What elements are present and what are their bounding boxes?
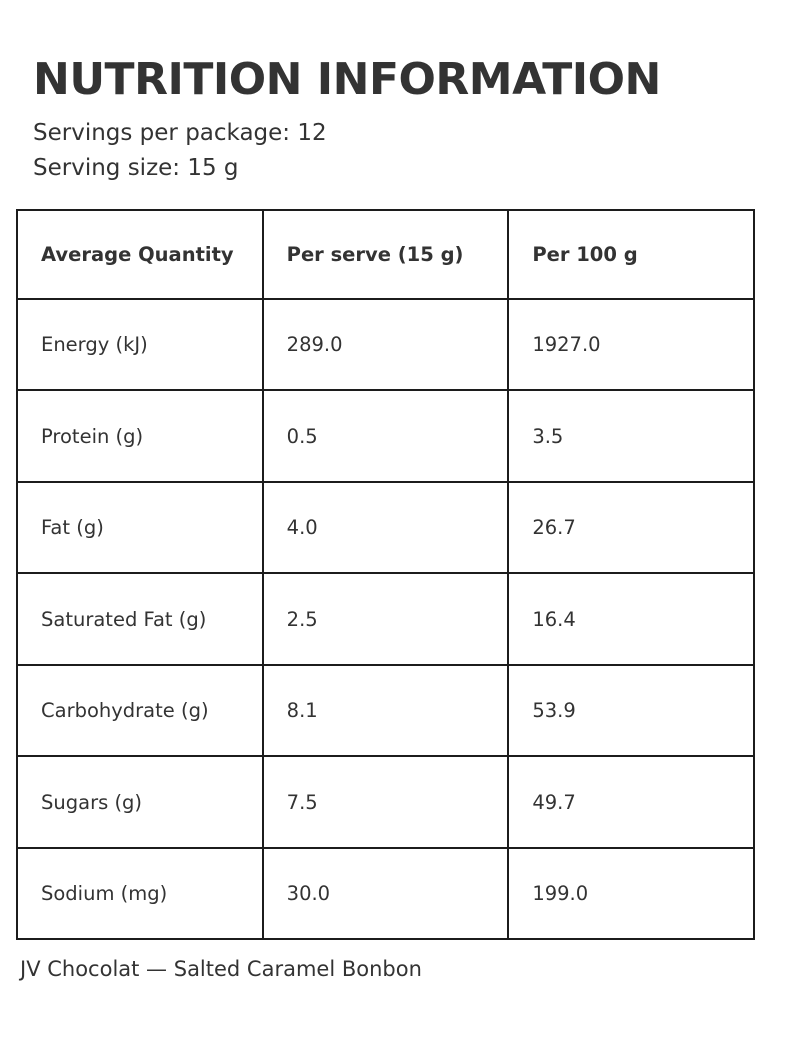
servings-per-package-line: Servings per package: 12	[33, 120, 327, 146]
per-serve-value: 8.1	[261, 663, 510, 758]
per-100g-value: 53.9	[507, 663, 755, 758]
serving-size-line: Serving size: 15 g	[33, 154, 239, 181]
per-100g-value: 26.7	[507, 480, 755, 575]
product-name: JV Chocolat — Salted Caramel Bonbon	[20, 957, 422, 982]
nutrient-label: Carbohydrate (g)	[16, 663, 264, 758]
nutrient-label: Protein (g)	[16, 389, 264, 483]
per-serve-value: 289.0	[261, 297, 510, 392]
per-100g-value: 199.0	[507, 846, 755, 941]
per-serve-value: 2.5	[261, 572, 510, 666]
per-100g-value: 1927.0	[507, 297, 755, 392]
page-title: NUTRITION INFORMATION	[33, 54, 661, 105]
nutrient-label: Fat (g)	[16, 480, 264, 575]
per-serve-value: 0.5	[261, 389, 510, 483]
table-row: Protein (g) 0.5 3.5	[16, 389, 755, 483]
table-row: Sugars (g) 7.5 49.7	[16, 755, 755, 849]
nutrient-label: Saturated Fat (g)	[16, 572, 264, 666]
per-serve-value: 7.5	[261, 755, 510, 849]
column-header-per-serve: Per serve (15 g)	[261, 208, 510, 300]
table-row: Sodium (mg) 30.0 199.0	[16, 846, 755, 941]
per-100g-value: 16.4	[507, 572, 755, 666]
per-100g-value: 49.7	[507, 755, 755, 849]
nutrient-label: Sodium (mg)	[16, 846, 264, 941]
per-serve-value: 4.0	[261, 480, 510, 575]
per-serve-value: 30.0	[261, 846, 510, 941]
table-row: Saturated Fat (g) 2.5 16.4	[16, 572, 755, 666]
nutrient-label: Energy (kJ)	[16, 297, 264, 392]
table-row: Fat (g) 4.0 26.7	[16, 480, 755, 575]
nutrient-label: Sugars (g)	[16, 755, 264, 849]
column-header-average-quantity: Average Quantity	[16, 208, 264, 300]
column-header-per-100g: Per 100 g	[507, 208, 755, 300]
table-row: Carbohydrate (g) 8.1 53.9	[16, 663, 755, 758]
nutrition-table: Average Quantity Per serve (15 g) Per 10…	[16, 208, 755, 941]
per-100g-value: 3.5	[507, 389, 755, 483]
table-row: Energy (kJ) 289.0 1927.0	[16, 297, 755, 392]
table-header-row: Average Quantity Per serve (15 g) Per 10…	[16, 208, 755, 300]
